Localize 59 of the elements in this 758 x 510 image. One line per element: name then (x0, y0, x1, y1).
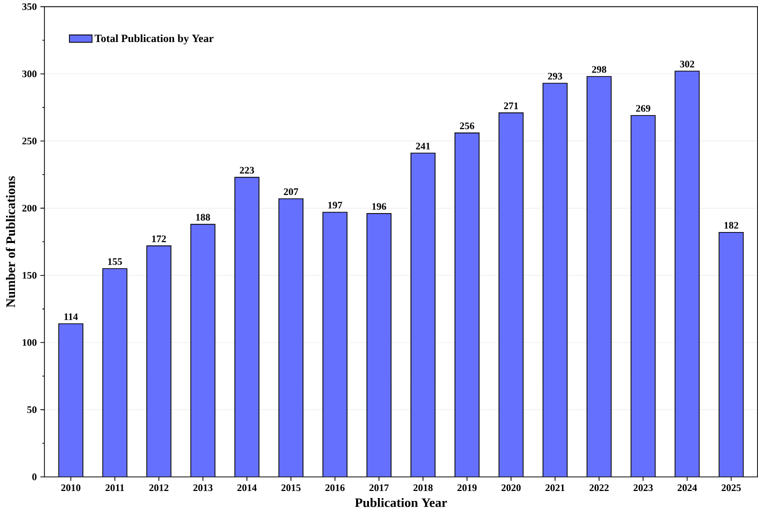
bar (190, 224, 215, 477)
y-axis-title: Number of Publications (6, 176, 16, 308)
y-tick-label: 300 (22, 70, 37, 77)
x-tick-label: 2022 (590, 484, 609, 491)
data-label: 182 (724, 222, 738, 228)
data-label: 269 (636, 104, 650, 112)
bar (278, 198, 304, 477)
bar (102, 268, 127, 477)
data-label: 196 (372, 202, 386, 210)
bar (410, 152, 436, 477)
x-tick-label: 2025 (722, 484, 741, 491)
data-label: 188 (196, 214, 210, 220)
y-tick-label: 100 (22, 338, 37, 346)
x-tick-label: 2019 (457, 484, 477, 491)
bar (587, 76, 612, 477)
data-label: 207 (284, 188, 298, 195)
data-label: 298 (592, 66, 606, 73)
data-label: 223 (240, 166, 254, 174)
data-label: 155 (108, 258, 122, 265)
legend-label: Total Publication by Year (94, 34, 214, 44)
y-tick-label: 0 (32, 473, 37, 480)
x-tick-label: 2017 (369, 484, 389, 491)
y-tick-label: 50 (27, 406, 37, 413)
y-tick-label: 250 (22, 137, 37, 144)
y-tick-label: 200 (22, 204, 37, 212)
data-label: 302 (680, 60, 694, 68)
x-tick-label: 2021 (546, 484, 565, 491)
x-tick-label: 2016 (325, 484, 345, 491)
data-label: 241 (416, 142, 430, 150)
x-tick-label: 2020 (502, 484, 521, 491)
bar (718, 232, 744, 477)
data-label: 293 (548, 72, 562, 80)
y-tick-label: 350 (22, 3, 37, 10)
bar (146, 246, 171, 477)
bar (366, 213, 392, 477)
data-label: 256 (460, 122, 474, 130)
x-tick-label: 2015 (281, 484, 301, 491)
bar (58, 324, 83, 477)
x-axis-title: Publication Year (354, 498, 447, 507)
data-label: 114 (64, 313, 78, 320)
x-tick-label: 2023 (634, 484, 653, 491)
data-label: 172 (152, 235, 166, 242)
x-tick-label: 2024 (678, 484, 697, 491)
x-tick-label: 2014 (237, 484, 257, 491)
x-tick-label: 2013 (193, 484, 213, 491)
bar (675, 70, 700, 477)
data-label: 197 (328, 202, 342, 208)
x-tick-label: 2010 (61, 484, 80, 491)
data-label: 271 (504, 102, 518, 109)
bar (498, 112, 524, 477)
bar (454, 132, 480, 477)
bar (542, 83, 568, 477)
bar (234, 177, 260, 477)
x-tick-label: 2011 (106, 484, 124, 491)
x-tick-label: 2012 (149, 484, 168, 491)
bar (631, 115, 656, 477)
x-tick-label: 2018 (413, 484, 433, 491)
bar (322, 212, 348, 477)
y-tick-label: 150 (22, 272, 37, 279)
